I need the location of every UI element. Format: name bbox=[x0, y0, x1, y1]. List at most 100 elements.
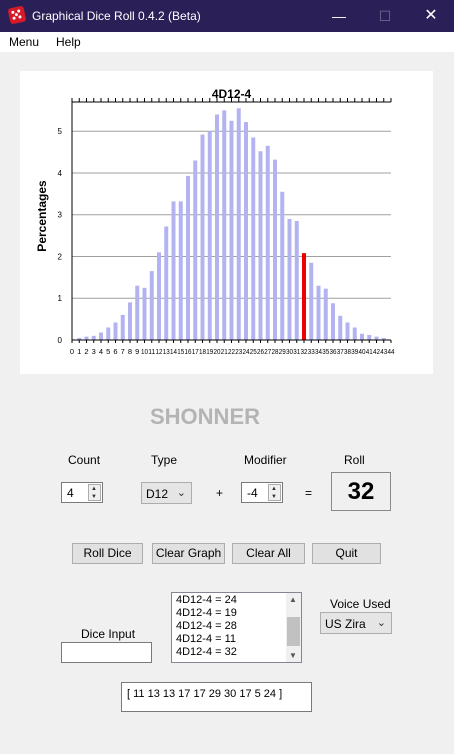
y-tick-label: 0 bbox=[58, 336, 63, 345]
bar bbox=[280, 191, 285, 340]
bar bbox=[360, 333, 364, 340]
bar bbox=[135, 285, 140, 340]
bar bbox=[207, 131, 212, 340]
bar bbox=[258, 151, 263, 340]
roll-history-list[interactable]: 4D12-4 = 24 4D12-4 = 19 4D12-4 = 28 4D12… bbox=[171, 592, 302, 663]
list-item[interactable]: 4D12-4 = 28 bbox=[176, 620, 237, 632]
y-axis-label: Percentages bbox=[35, 180, 49, 252]
stepper-up-icon[interactable]: ▲ bbox=[91, 486, 97, 492]
close-button[interactable]: ✕ bbox=[424, 7, 438, 24]
list-item[interactable]: 4D12-4 = 24 bbox=[176, 594, 237, 606]
plus-sign: + bbox=[216, 486, 224, 500]
bar bbox=[367, 334, 372, 340]
bar bbox=[323, 288, 328, 340]
bar bbox=[77, 337, 82, 340]
menu-item-menu[interactable]: Menu bbox=[9, 35, 40, 49]
x-tick-label: 41 bbox=[366, 347, 373, 356]
count-stepper[interactable]: 4 ▲ ▼ bbox=[61, 482, 103, 503]
minimize-button[interactable]: — bbox=[332, 8, 346, 24]
x-tick-label: 11 bbox=[148, 347, 155, 356]
list-item[interactable]: 4D12-4 = 19 bbox=[176, 607, 237, 619]
roll-values-field[interactable]: [ 11 13 13 17 17 29 30 17 5 24 ] bbox=[121, 682, 312, 712]
bar bbox=[287, 218, 292, 340]
x-tick-label: 2 bbox=[84, 347, 88, 356]
x-tick-label: 3 bbox=[92, 347, 96, 356]
bar bbox=[265, 145, 270, 340]
bar bbox=[142, 287, 147, 340]
x-tick-label: 29 bbox=[279, 347, 286, 356]
x-tick-label: 15 bbox=[177, 347, 184, 356]
x-tick-label: 4 bbox=[99, 347, 103, 356]
bar bbox=[171, 201, 176, 340]
x-tick-label: 16 bbox=[185, 347, 192, 356]
stepper-up-icon[interactable]: ▲ bbox=[271, 486, 277, 492]
x-tick-label: 8 bbox=[128, 347, 132, 356]
dice-input-field[interactable] bbox=[61, 642, 152, 663]
count-stepper-arrows[interactable]: ▲ ▼ bbox=[88, 484, 101, 501]
clear-all-button[interactable]: Clear All bbox=[232, 543, 305, 564]
voice-select[interactable]: US Zira ⌄ bbox=[320, 612, 392, 634]
x-tick-label: 17 bbox=[192, 347, 199, 356]
bar bbox=[273, 159, 277, 340]
x-tick-label: 23 bbox=[235, 347, 242, 356]
x-tick-label: 25 bbox=[250, 347, 257, 356]
menu-bar: Menu Help bbox=[0, 32, 454, 52]
y-tick-label: 5 bbox=[58, 127, 63, 136]
stepper-down-icon[interactable]: ▼ bbox=[91, 494, 97, 500]
x-tick-label: 27 bbox=[264, 347, 271, 356]
x-tick-label: 33 bbox=[308, 347, 315, 356]
equals-sign: = bbox=[305, 486, 313, 500]
x-tick-label: 40 bbox=[359, 347, 366, 356]
modifier-stepper-arrows[interactable]: ▲ ▼ bbox=[268, 484, 281, 501]
list-item[interactable]: 4D12-4 = 32 bbox=[176, 646, 237, 658]
bar bbox=[244, 122, 248, 340]
bar bbox=[294, 221, 299, 340]
roll-result: 32 bbox=[331, 472, 391, 511]
x-tick-label: 10 bbox=[141, 347, 148, 356]
bar bbox=[215, 114, 219, 340]
bar bbox=[222, 110, 227, 340]
x-tick-label: 7 bbox=[121, 347, 125, 356]
dice-type-select[interactable]: D12 ⌄ bbox=[141, 482, 192, 504]
bar bbox=[106, 327, 111, 340]
scroll-down-icon[interactable]: ▼ bbox=[289, 651, 297, 660]
bar bbox=[316, 285, 321, 340]
bar bbox=[164, 226, 169, 340]
x-tick-label: 20 bbox=[214, 347, 221, 356]
x-tick-label: 12 bbox=[156, 347, 163, 356]
x-tick-label: 24 bbox=[243, 347, 250, 356]
x-tick-label: 43 bbox=[380, 347, 387, 356]
distribution-chart: 4D12-4 0 1 2 3 4 5 0 1 2 3 4 5 6 7 8 9 10 11 12 13 14 15 16 17 18… bbox=[20, 71, 433, 374]
bar-current-roll bbox=[302, 253, 306, 340]
x-tick-label: 13 bbox=[163, 347, 170, 356]
bar bbox=[331, 303, 335, 340]
bar bbox=[200, 134, 205, 340]
roll-values-text: [ 11 13 13 17 17 29 30 17 5 24 ] bbox=[127, 688, 283, 700]
y-tick-label: 3 bbox=[58, 211, 63, 220]
maximize-button: ☐ bbox=[378, 8, 392, 24]
x-tick-label: 26 bbox=[257, 347, 264, 356]
bar bbox=[84, 336, 89, 340]
history-scrollbar[interactable]: ▲ ▼ bbox=[286, 593, 301, 662]
bar bbox=[229, 120, 234, 340]
quit-button[interactable]: Quit bbox=[312, 543, 381, 564]
chevron-down-icon: ⌄ bbox=[176, 487, 186, 499]
count-value: 4 bbox=[67, 486, 74, 500]
bar bbox=[251, 137, 256, 340]
x-tick-label: 0 bbox=[70, 347, 74, 356]
dice-app-icon bbox=[7, 5, 27, 25]
bar bbox=[352, 327, 357, 340]
bar bbox=[91, 335, 96, 340]
clear-graph-button[interactable]: Clear Graph bbox=[152, 543, 225, 564]
x-tick-label: 21 bbox=[221, 347, 228, 356]
x-tick-label: 30 bbox=[286, 347, 293, 356]
modifier-stepper[interactable]: -4 ▲ ▼ bbox=[241, 482, 283, 503]
menu-item-help[interactable]: Help bbox=[56, 35, 81, 49]
scroll-thumb[interactable] bbox=[287, 617, 300, 646]
roll-dice-button[interactable]: Roll Dice bbox=[72, 543, 143, 564]
list-item[interactable]: 4D12-4 = 11 bbox=[176, 633, 237, 645]
scroll-up-icon[interactable]: ▲ bbox=[289, 595, 297, 604]
stepper-down-icon[interactable]: ▼ bbox=[271, 494, 277, 500]
x-tick-label: 32 bbox=[301, 347, 308, 356]
bar bbox=[157, 252, 161, 340]
